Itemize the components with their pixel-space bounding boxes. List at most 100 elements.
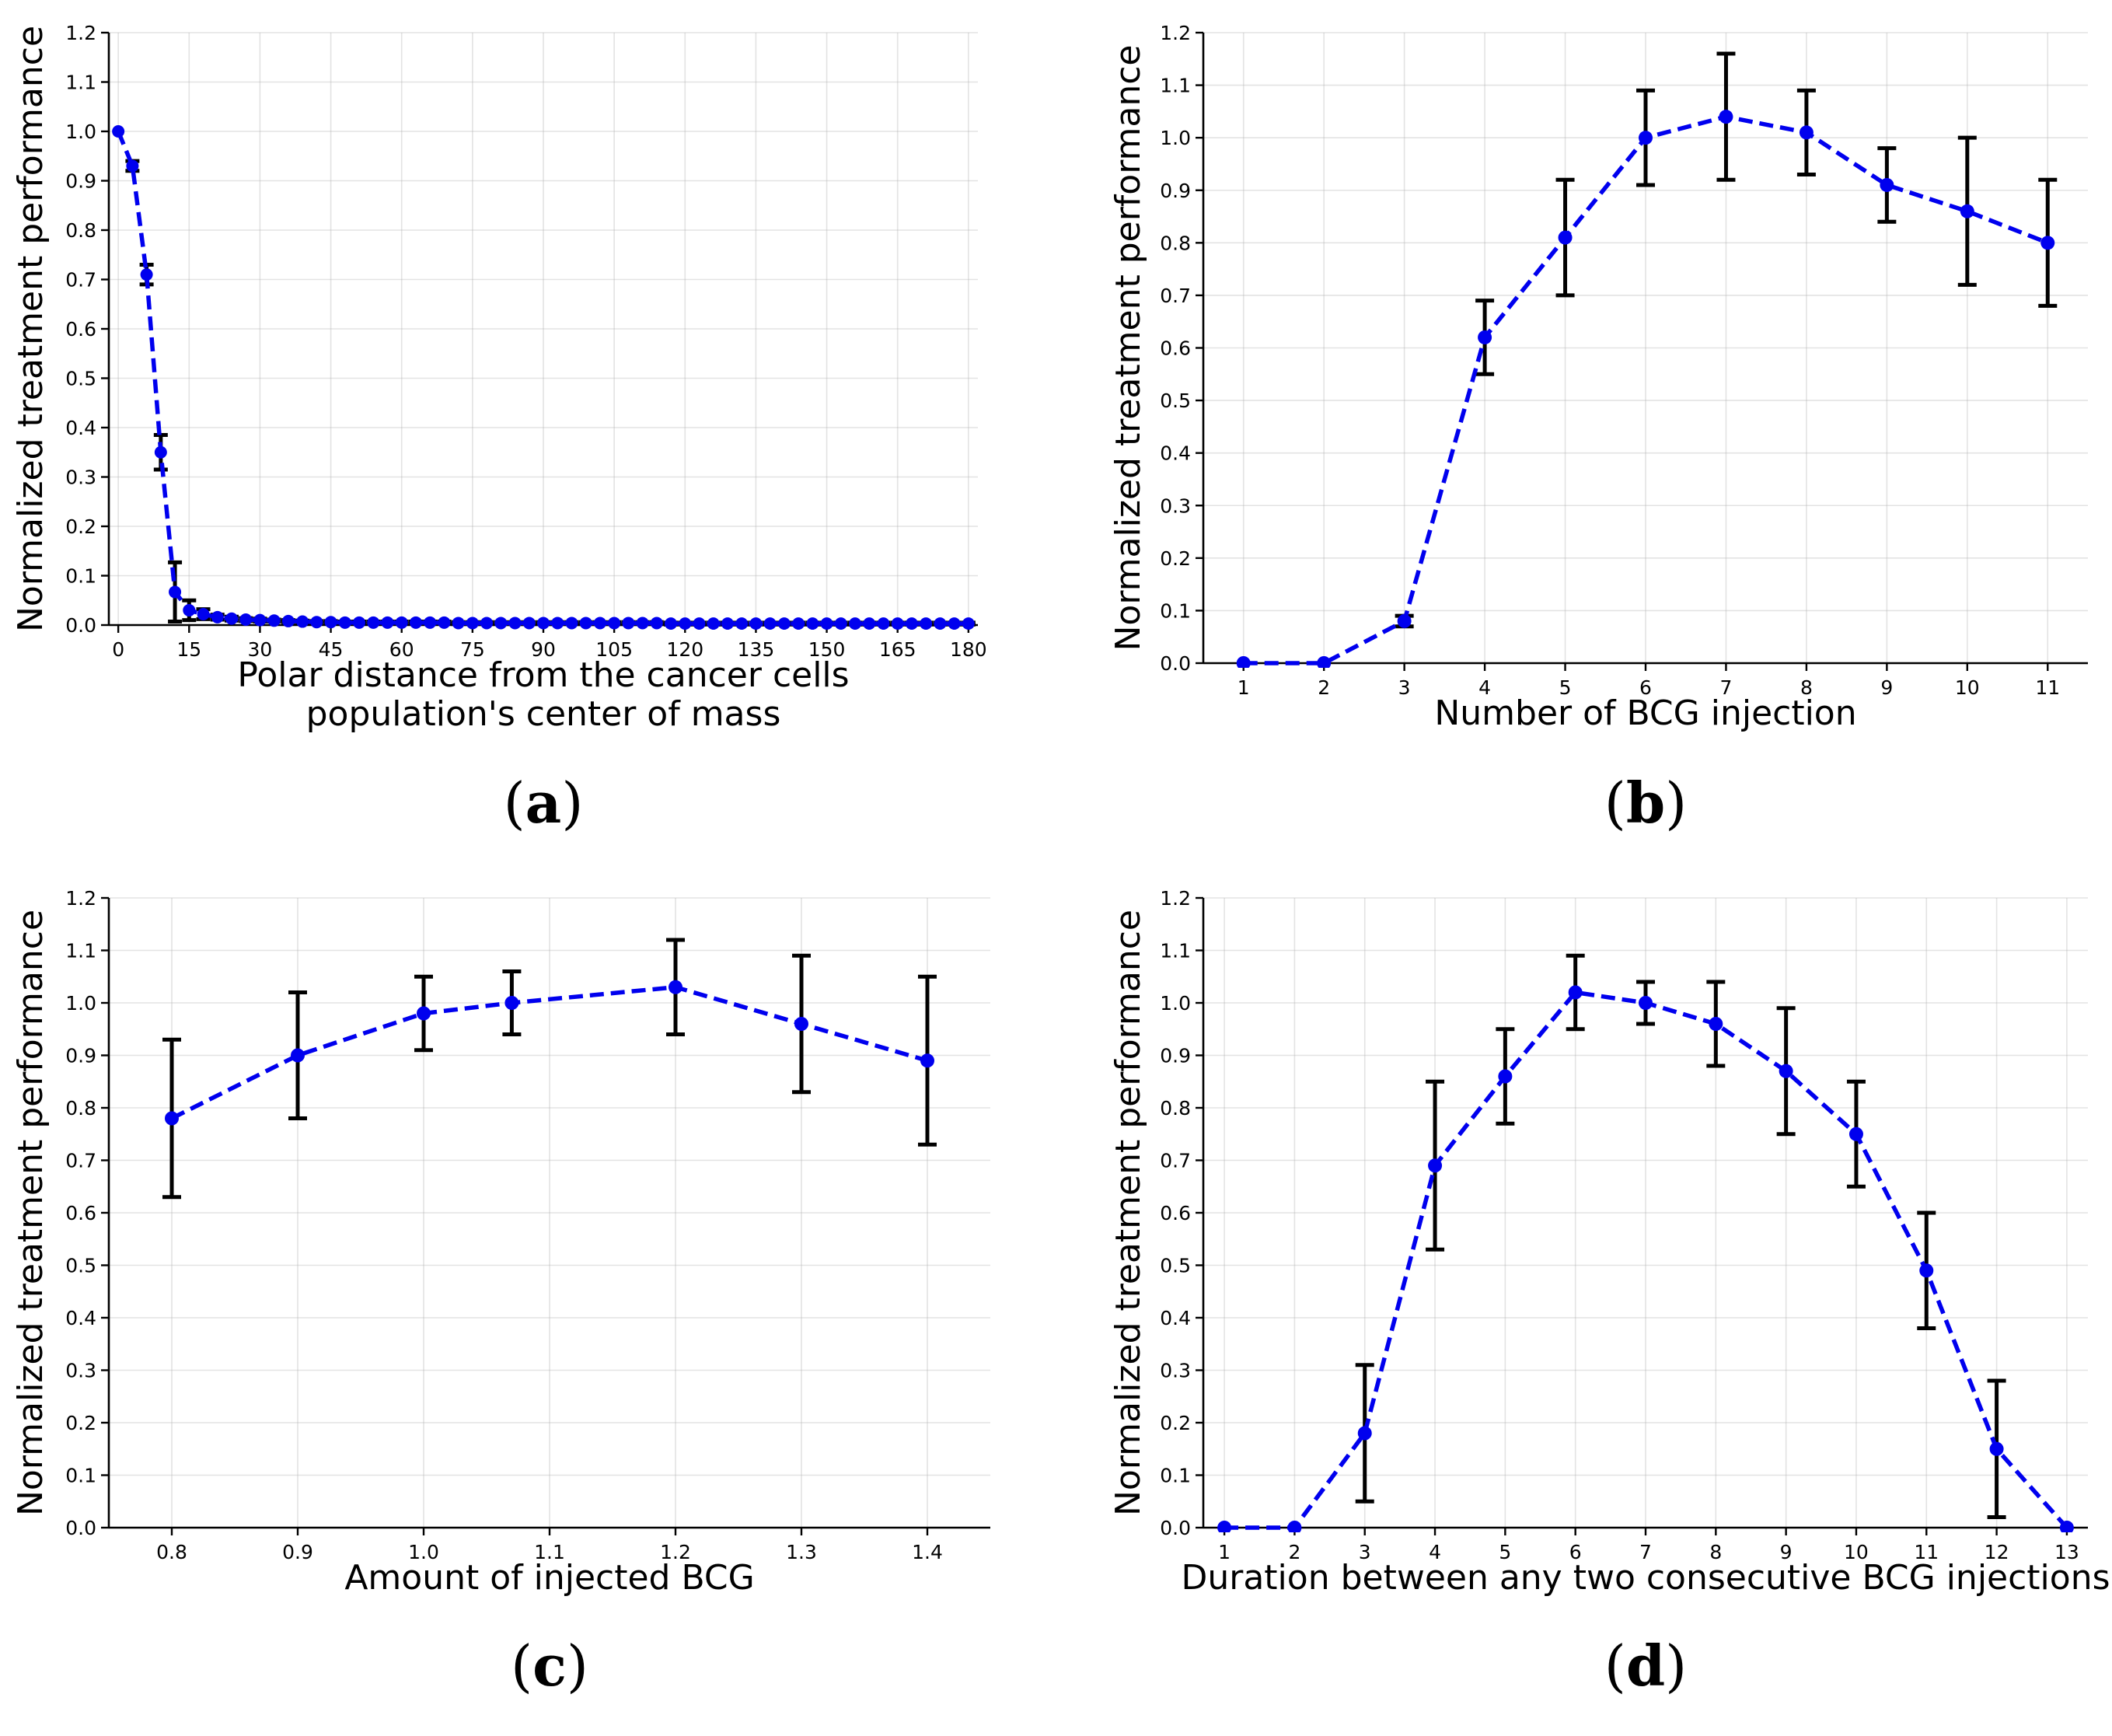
- data-point: [877, 617, 890, 630]
- y-tick-label: 0.8: [1160, 1097, 1191, 1119]
- y-tick-label: 0.1: [65, 565, 96, 588]
- data-point: [494, 617, 508, 630]
- y-tick-label: 0.5: [1160, 1255, 1191, 1277]
- y-tick-label: 0.2: [1160, 547, 1191, 570]
- x-tick-label: 13: [2054, 1541, 2079, 1563]
- data-point: [693, 617, 706, 630]
- data-point: [1639, 996, 1653, 1010]
- data-point: [537, 617, 550, 630]
- data-point: [452, 617, 465, 630]
- x-tick-label: 9: [1780, 1541, 1793, 1563]
- data-point: [165, 1111, 179, 1126]
- x-tick-label: 8: [1800, 676, 1813, 699]
- panel-d: 0.0 0.1 0.2 0.3 0.4 0.5 0.6 0.7 0.8 0.9 1.0 1.1 1.2 1…: [1108, 887, 2110, 1699]
- x-tick-label: 105: [595, 638, 633, 661]
- panel-c: 0.0 0.1 0.2 0.3 0.4 0.5 0.6 0.7 0.8 0.9 1.0 1.1 1.2 0…: [11, 887, 990, 1699]
- x-tick-label: 7: [1720, 676, 1733, 699]
- panel-caption-letter: c: [532, 1633, 567, 1699]
- data-point: [669, 980, 682, 994]
- plot-area: [1217, 953, 2074, 1532]
- data-point: [1960, 204, 1974, 218]
- data-point: [140, 268, 153, 281]
- y-tick-label: 0.3: [1160, 494, 1191, 517]
- x-tick-label: 15: [176, 638, 201, 661]
- data-point: [863, 617, 876, 630]
- y-tick-label: 0.9: [1160, 180, 1191, 202]
- x-tick-label: 3: [1398, 676, 1411, 699]
- y-tick-label: 0.9: [1160, 1045, 1191, 1067]
- y-tick-label: 0.0: [1160, 1517, 1191, 1539]
- data-point: [409, 616, 422, 629]
- data-point: [1919, 1263, 1934, 1278]
- data-point: [1217, 1521, 1232, 1532]
- x-tick-label: 9: [1880, 676, 1893, 699]
- panel-caption-letter: d: [1626, 1633, 1665, 1699]
- data-point: [281, 614, 295, 627]
- data-point: [905, 617, 918, 630]
- data-point: [622, 617, 635, 630]
- data-point: [665, 617, 678, 630]
- data-point: [253, 613, 267, 627]
- data-point: [749, 617, 763, 630]
- x-tick-label: 75: [460, 638, 485, 661]
- x-tick-label: 1.2: [660, 1541, 691, 1563]
- y-axis-title: Normalized treatment performance: [11, 910, 51, 1516]
- x-tick-label: 1.3: [786, 1541, 817, 1563]
- data-point: [1558, 230, 1573, 245]
- y-tick-label: 0.1: [1160, 1465, 1191, 1487]
- data-point: [324, 616, 337, 629]
- x-tick-label: 2: [1288, 1541, 1300, 1563]
- data-point: [296, 615, 309, 628]
- x-tick-label: 1.1: [534, 1541, 565, 1563]
- panel-caption-letter: a: [525, 770, 562, 836]
- y-tick-label: 0.7: [65, 1150, 96, 1172]
- y-tick-label: 0.8: [65, 219, 96, 242]
- data-point: [735, 617, 749, 630]
- data-point: [1848, 1126, 1863, 1141]
- data-point: [424, 616, 437, 629]
- data-point: [169, 585, 182, 599]
- data-point: [1397, 613, 1412, 628]
- x-tick-label: 6: [1569, 1541, 1582, 1563]
- y-tick-label: 1.1: [65, 72, 96, 94]
- data-point: [381, 616, 394, 629]
- data-point: [2059, 1521, 2074, 1532]
- data-point: [551, 617, 564, 630]
- panel-caption: (c): [511, 1633, 588, 1699]
- y-tick-label: 0.5: [65, 1255, 96, 1277]
- x-tick-label: 180: [950, 638, 987, 661]
- data-point: [650, 617, 663, 630]
- x-tick-label: 30: [248, 638, 273, 661]
- x-tick-label: 5: [1499, 1541, 1511, 1563]
- x-tick-label: 4: [1429, 1541, 1441, 1563]
- data-point: [480, 617, 494, 630]
- data-point: [891, 617, 904, 630]
- y-tick-label: 0.4: [1160, 1307, 1191, 1329]
- data-point: [679, 617, 692, 630]
- data-point: [794, 1017, 808, 1031]
- y-tick-label: 0.2: [65, 1412, 96, 1434]
- data-point: [593, 617, 606, 630]
- y-tick-label: 0.4: [1160, 442, 1191, 465]
- data-point: [126, 159, 139, 173]
- y-tick-label: 0.7: [1160, 285, 1191, 307]
- x-tick-label: 8: [1709, 1541, 1722, 1563]
- x-tick-label: 135: [738, 638, 775, 661]
- x-tick-label: 120: [666, 638, 703, 661]
- x-axis-title: Number of BCG injection: [1434, 693, 1856, 733]
- data-point: [1317, 656, 1332, 668]
- data-point: [806, 617, 819, 630]
- data-point: [1568, 985, 1583, 1000]
- data-point: [291, 1048, 305, 1063]
- data-point: [1989, 1441, 2004, 1456]
- data-point: [154, 445, 167, 459]
- x-tick-label: 150: [808, 638, 846, 661]
- data-point: [1428, 1158, 1443, 1173]
- y-tick-label: 1.1: [1160, 940, 1191, 962]
- y-tick-label: 0.6: [1160, 337, 1191, 360]
- data-point: [920, 1053, 934, 1068]
- y-tick-label: 0.5: [65, 368, 96, 390]
- y-tick-label: 0.0: [65, 614, 96, 637]
- data-point: [820, 617, 833, 630]
